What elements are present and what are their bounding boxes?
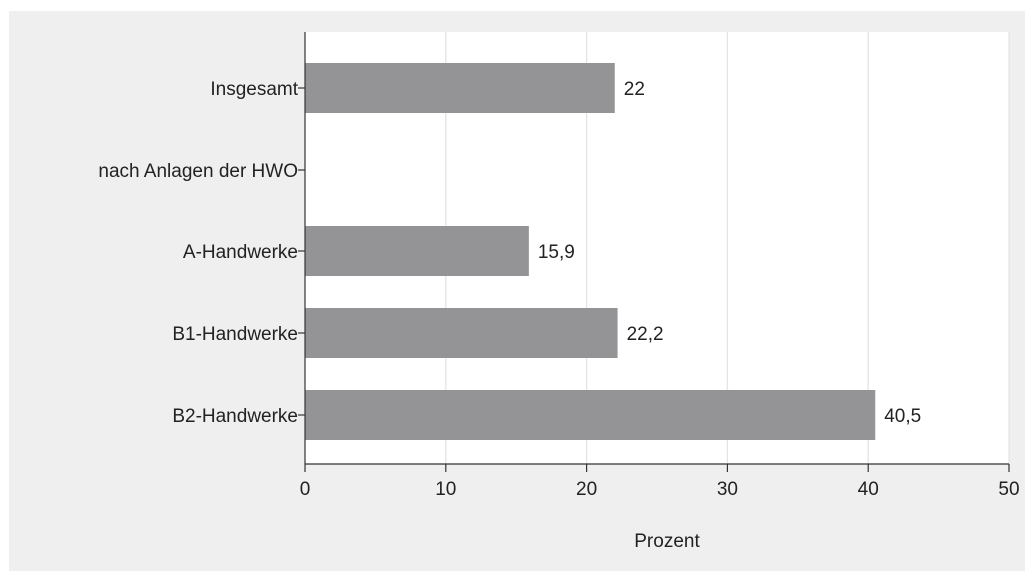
category-label: Insgesamt bbox=[210, 79, 298, 100]
data-label: 40,5 bbox=[884, 406, 921, 427]
x-axis-title: Prozent bbox=[634, 531, 700, 552]
bar bbox=[305, 308, 618, 358]
category-label: B1-Handwerke bbox=[172, 324, 298, 345]
axes: 0 10 20 30 40 50 Insgesamt nach Anlagen der HWO… bbox=[98, 32, 1020, 500]
data-label: 22,2 bbox=[627, 324, 664, 345]
data-label: 15,9 bbox=[538, 242, 575, 263]
bar bbox=[305, 390, 876, 440]
bar bbox=[305, 63, 615, 113]
category-label: B2-Handwerke bbox=[172, 406, 298, 427]
bars: 22 15,9 22,2 40,5 bbox=[305, 63, 921, 440]
category-label: nach Anlagen der HWO bbox=[98, 161, 298, 182]
x-tick-label: 20 bbox=[576, 479, 597, 500]
x-tick-label: 0 bbox=[300, 479, 311, 500]
x-tick-label: 50 bbox=[998, 479, 1019, 500]
data-label: 22 bbox=[624, 79, 645, 100]
bar bbox=[305, 226, 529, 276]
category-label: A-Handwerke bbox=[183, 242, 298, 263]
x-tick-label: 40 bbox=[858, 479, 879, 500]
x-tick-label: 30 bbox=[717, 479, 738, 500]
x-tick-label: 10 bbox=[435, 479, 456, 500]
